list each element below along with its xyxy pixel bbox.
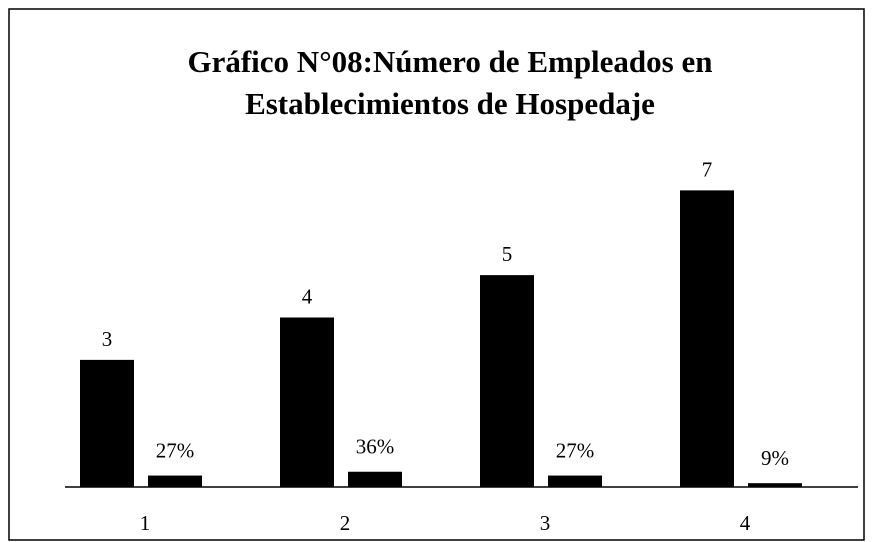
bar xyxy=(148,475,202,487)
bar xyxy=(280,317,334,487)
bar xyxy=(548,475,602,487)
data-label: 7 xyxy=(702,157,713,181)
data-label: 5 xyxy=(502,242,513,266)
bar xyxy=(680,190,734,487)
data-label: 36% xyxy=(356,435,395,459)
data-label: 3 xyxy=(102,327,113,351)
chart-title: Gráfico N°08:Número de Empleados en xyxy=(187,44,712,79)
x-tick-label: 2 xyxy=(340,511,351,535)
x-tick-label: 4 xyxy=(740,511,751,535)
bar xyxy=(748,483,802,487)
bar xyxy=(80,359,134,487)
x-tick-label: 1 xyxy=(140,511,151,535)
x-tick-label: 3 xyxy=(540,511,551,535)
data-label: 27% xyxy=(556,439,595,463)
bar xyxy=(480,275,534,487)
bar xyxy=(348,471,402,487)
chart-title: Establecimientos de Hospedaje xyxy=(245,86,655,121)
data-label: 9% xyxy=(761,446,789,470)
data-label: 27% xyxy=(156,439,195,463)
data-label: 4 xyxy=(302,285,313,309)
